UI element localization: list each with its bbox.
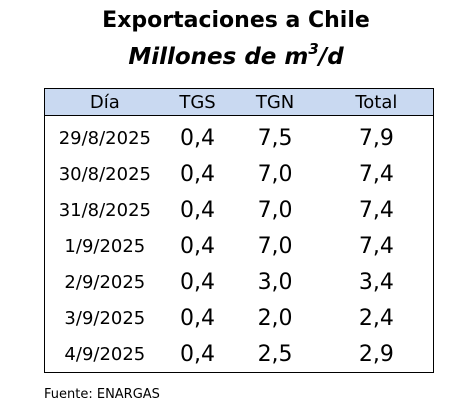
exports-table: Día TGS TGN Total 29/8/2025 0,4 7,5 7,9 30/8…: [43, 88, 434, 373]
cell-dia: 2/9/2025: [43, 264, 165, 300]
cell-tgs: 0,4: [164, 336, 231, 373]
cell-tgn: 7,5: [257, 125, 293, 151]
cell-tgs: 0,4: [180, 197, 216, 223]
cell-dia: 29/8/2025: [43, 115, 165, 156]
table-body: 29/8/2025 0,4 7,5 7,9 30/8/2025 0,4 7,0 7,4 31/8…: [43, 115, 434, 373]
cell-tgn: 7,0: [257, 233, 293, 259]
cell-dia: 30/8/2025: [43, 156, 165, 192]
table-row: 30/8/2025 0,4 7,0 7,4: [43, 156, 434, 192]
table-title: Exportaciones a Chile: [102, 8, 370, 33]
subtitle-main: Millones de m: [128, 44, 309, 70]
cell-tgn: 7,0: [257, 197, 293, 223]
cell-tgs: 0,4: [180, 305, 216, 331]
cell-dia: 31/8/2025: [43, 192, 165, 228]
cell-dia: 1/9/2025: [43, 228, 165, 264]
cell-tgn: 3,0: [257, 269, 293, 295]
table-row: 2/9/2025 0,4 3,0 3,4: [43, 264, 434, 300]
cell-tgn: 7,0: [257, 161, 293, 187]
cell-total: 2,4: [319, 300, 434, 336]
cell-total: 3,4: [319, 264, 434, 300]
cell-tgs: 0,4: [180, 269, 216, 295]
table-row: 29/8/2025 0,4 7,5 7,9: [43, 115, 434, 156]
cell-tgn: 2,0: [257, 305, 293, 331]
subtitle-tail: /d: [318, 44, 344, 70]
table-subtitle: Millones de m3/d: [0, 40, 472, 70]
cell-tgs: 0,4: [180, 161, 216, 187]
source-note: Fuente: ENARGAS: [44, 387, 160, 402]
cell-tgs: 0,4: [180, 233, 216, 259]
column-header-tgn: TGN: [230, 88, 320, 116]
table-row: 1/9/2025 0,4 7,0 7,4: [43, 228, 434, 264]
cell-total: 7,4: [319, 228, 434, 264]
table-row: 31/8/2025 0,4 7,0 7,4: [43, 192, 434, 228]
column-header-tgs: TGS: [164, 88, 231, 116]
cell-total: 7,4: [319, 192, 434, 228]
cell-tgs: 0,4: [180, 125, 216, 151]
cell-total: 7,9: [319, 115, 434, 156]
cell-dia: 4/9/2025: [43, 336, 165, 373]
table-row: 3/9/2025 0,4 2,0 2,4: [43, 300, 434, 336]
column-header-total: Total: [319, 88, 434, 116]
cell-dia: 3/9/2025: [43, 300, 165, 336]
table-row: 4/9/2025 0,4 2,5 2,9: [43, 336, 434, 373]
header-row: Día TGS TGN Total: [43, 88, 434, 116]
cell-total: 7,4: [319, 156, 434, 192]
subtitle-superscript: 3: [308, 40, 319, 58]
column-header-dia: Día: [43, 88, 165, 116]
cell-total: 2,9: [319, 336, 434, 373]
cell-tgn: 2,5: [230, 336, 320, 373]
